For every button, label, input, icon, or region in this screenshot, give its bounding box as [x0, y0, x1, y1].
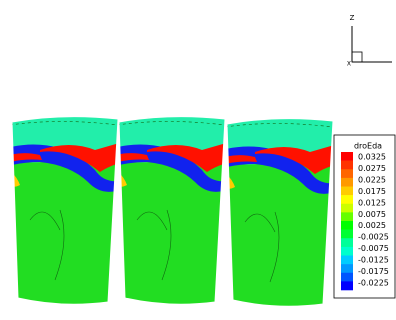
legend-label: 0.0275 — [358, 164, 386, 173]
legend-swatch — [341, 229, 353, 239]
legend-swatch — [341, 203, 353, 213]
legend-label: 0.0075 — [358, 210, 386, 219]
legend-label: -0.0025 — [358, 233, 389, 242]
legend-swatch — [341, 169, 353, 179]
legend-label: -0.0075 — [358, 244, 389, 253]
legend-swatch — [341, 246, 353, 256]
triad-label: Z — [350, 14, 355, 22]
triad-label: X — [347, 61, 351, 68]
legend-swatch — [341, 186, 353, 196]
contour-panel — [215, 102, 345, 320]
legend-swatch — [341, 255, 353, 265]
legend-title: droEda — [354, 142, 382, 151]
axis-triad: Z X — [347, 14, 392, 68]
legend-label: 0.0175 — [358, 187, 386, 196]
legend-swatch — [341, 221, 353, 230]
legend-swatch — [341, 272, 353, 282]
legend-label: 0.0125 — [358, 198, 386, 207]
contour-panel — [0, 100, 130, 320]
legend-label: -0.0225 — [358, 279, 389, 288]
legend-swatch — [341, 264, 353, 274]
legend-swatch — [341, 195, 353, 205]
legend-swatch — [341, 238, 353, 248]
legend: droEda 0.0325 0.0275 0.0225 0.0175 0.0125 0.0… — [333, 134, 396, 299]
legend-swatch — [341, 177, 353, 187]
legend-swatch — [341, 160, 353, 170]
triad-box — [351, 51, 363, 63]
contour-panel — [107, 100, 237, 320]
legend-swatch — [341, 281, 353, 291]
legend-swatch — [341, 152, 353, 161]
legend-label: 0.0025 — [358, 221, 386, 230]
legend-label: 0.0325 — [358, 153, 386, 162]
legend-label: -0.0175 — [358, 267, 389, 276]
legend-label: -0.0125 — [358, 256, 389, 265]
legend-label: 0.0225 — [358, 175, 386, 184]
legend-swatch — [341, 212, 353, 222]
